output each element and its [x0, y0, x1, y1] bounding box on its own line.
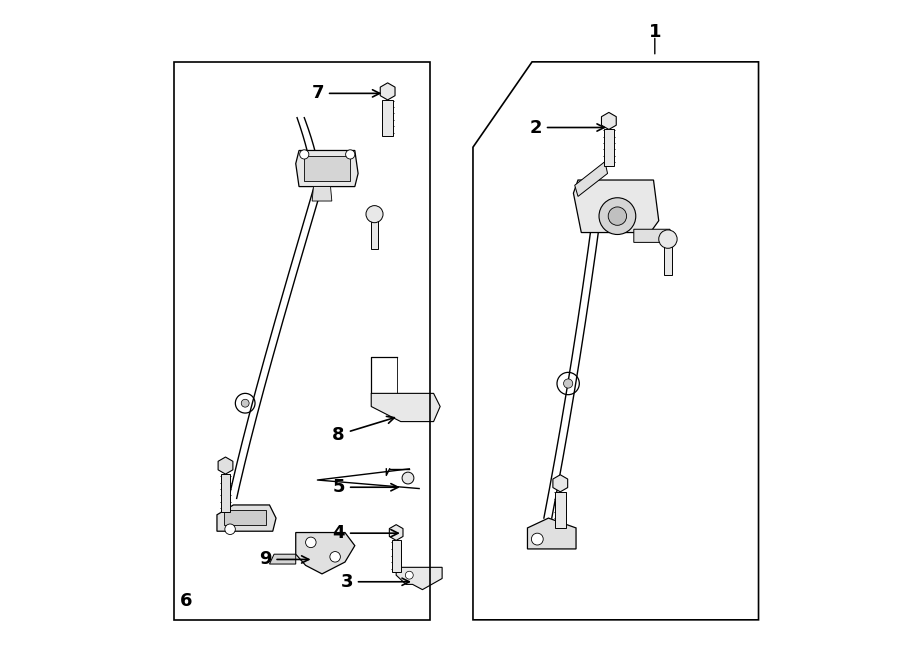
- Circle shape: [608, 207, 626, 225]
- Circle shape: [659, 230, 677, 248]
- Bar: [220, 474, 230, 512]
- Bar: [555, 492, 565, 528]
- Polygon shape: [575, 162, 608, 197]
- Polygon shape: [527, 518, 576, 549]
- Text: 9: 9: [259, 550, 309, 569]
- Circle shape: [563, 379, 572, 388]
- Text: 4: 4: [332, 524, 398, 542]
- Polygon shape: [390, 525, 403, 540]
- Text: 3: 3: [340, 573, 410, 591]
- Bar: [392, 540, 400, 572]
- Polygon shape: [380, 83, 395, 100]
- Polygon shape: [371, 393, 440, 422]
- Polygon shape: [269, 554, 296, 564]
- Polygon shape: [296, 150, 358, 187]
- Polygon shape: [218, 457, 233, 474]
- Polygon shape: [601, 113, 617, 130]
- Bar: [604, 130, 614, 166]
- Circle shape: [300, 150, 309, 159]
- Text: 1: 1: [649, 23, 662, 41]
- Circle shape: [241, 399, 249, 407]
- Circle shape: [402, 472, 414, 484]
- Circle shape: [225, 524, 235, 534]
- Bar: [382, 100, 393, 136]
- Circle shape: [405, 571, 413, 579]
- Circle shape: [330, 551, 340, 562]
- Polygon shape: [296, 532, 355, 574]
- Polygon shape: [217, 505, 276, 531]
- Bar: [664, 236, 672, 275]
- Text: 6: 6: [180, 592, 193, 610]
- Polygon shape: [223, 510, 266, 525]
- Text: 8: 8: [332, 416, 394, 444]
- Circle shape: [599, 198, 635, 234]
- Text: 7: 7: [311, 84, 380, 103]
- Circle shape: [346, 150, 355, 159]
- Circle shape: [306, 537, 316, 547]
- Circle shape: [531, 533, 544, 545]
- Polygon shape: [553, 475, 568, 492]
- Polygon shape: [573, 180, 659, 232]
- Text: 2: 2: [529, 118, 604, 136]
- Polygon shape: [312, 187, 332, 201]
- Text: 5: 5: [332, 478, 398, 496]
- Polygon shape: [396, 567, 442, 590]
- Polygon shape: [634, 229, 672, 242]
- Circle shape: [366, 206, 383, 222]
- Polygon shape: [304, 156, 350, 181]
- Bar: [371, 211, 378, 249]
